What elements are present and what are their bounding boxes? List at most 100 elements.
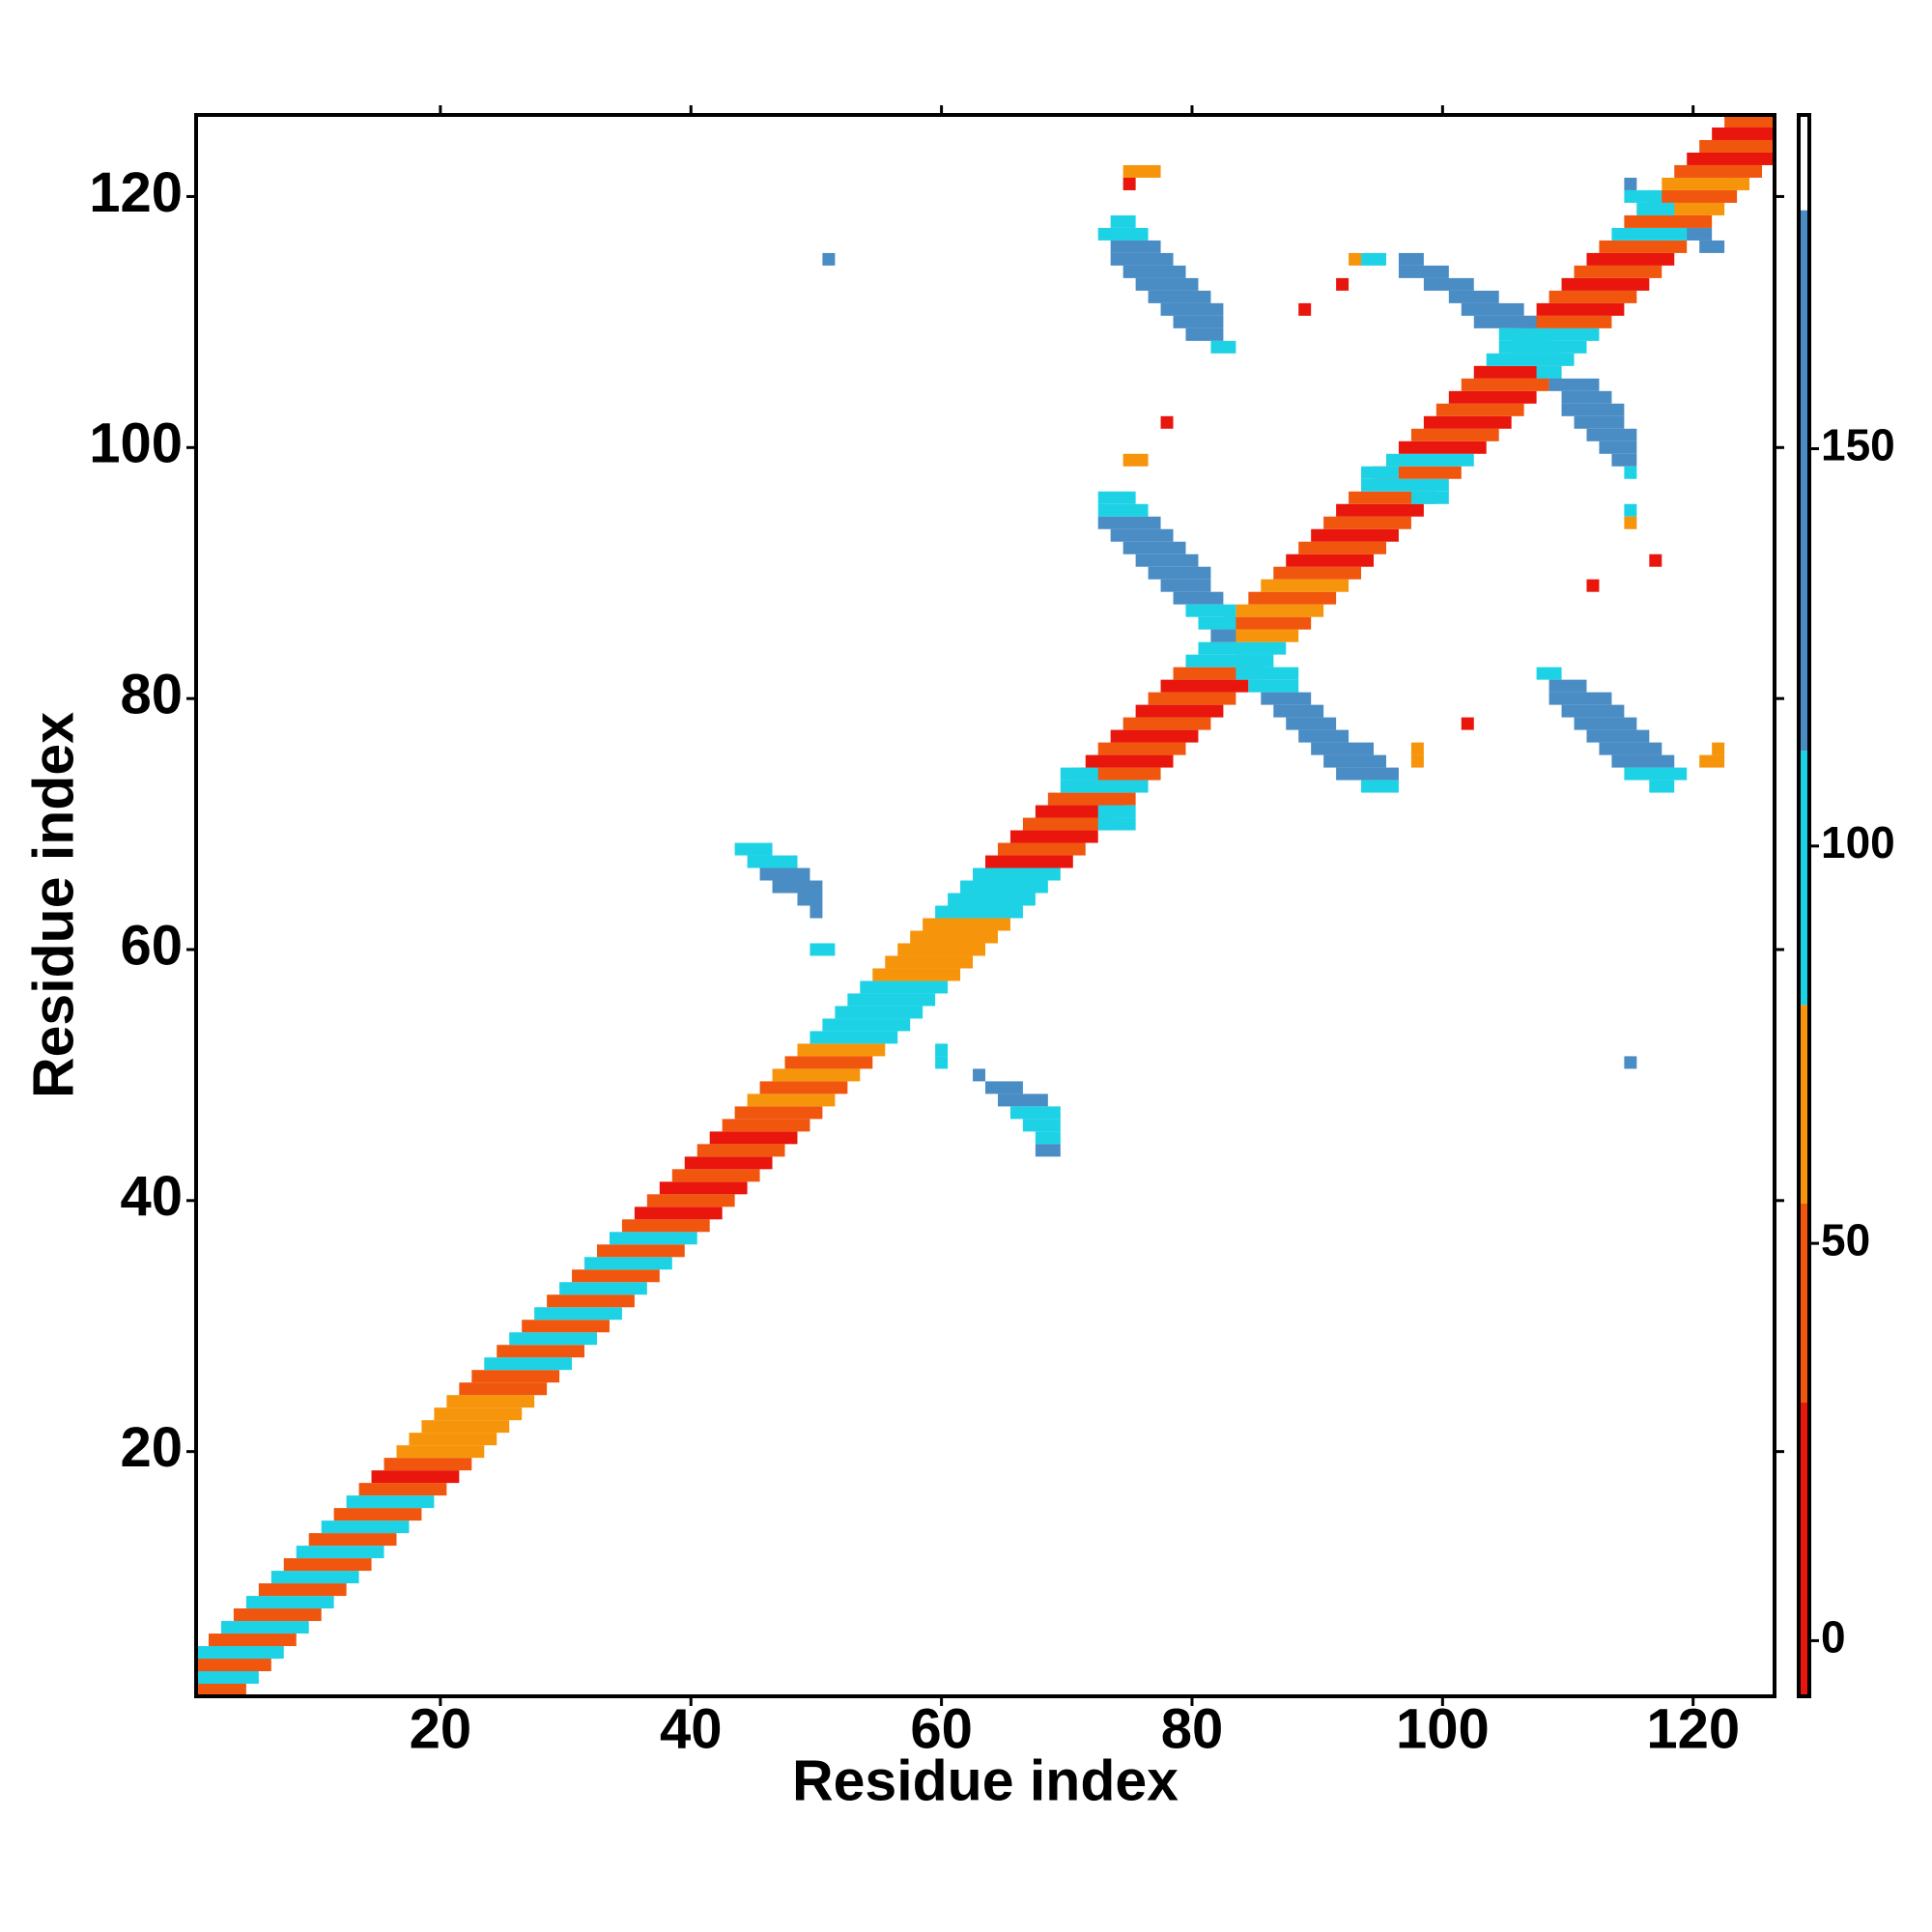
cell xyxy=(396,1445,485,1459)
cell xyxy=(1398,265,1449,278)
cell xyxy=(471,1370,560,1383)
cell xyxy=(1410,428,1499,441)
cell xyxy=(709,1131,798,1145)
cell xyxy=(973,1068,985,1082)
cell xyxy=(1461,378,1549,391)
cell xyxy=(547,1294,635,1308)
cell xyxy=(1712,127,1775,140)
cell xyxy=(1248,591,1337,605)
cell xyxy=(596,1244,685,1258)
cell xyxy=(960,880,1048,894)
cell xyxy=(1298,729,1350,743)
cell xyxy=(233,1608,322,1622)
cell xyxy=(1210,629,1236,642)
cell xyxy=(1323,516,1411,529)
cell xyxy=(1361,466,1399,479)
cell xyxy=(948,893,1036,906)
cell xyxy=(1110,240,1161,253)
cell xyxy=(935,1056,949,1069)
cell xyxy=(1461,717,1474,730)
cell xyxy=(1060,780,1149,793)
cell xyxy=(1624,516,1637,529)
cell xyxy=(1636,202,1675,215)
cell xyxy=(1286,717,1337,730)
cell xyxy=(772,1068,861,1082)
cell xyxy=(1548,679,1587,693)
cell xyxy=(346,1495,435,1509)
x-tick-label: 20 xyxy=(410,1697,472,1760)
cell xyxy=(1624,214,1713,228)
cell xyxy=(1148,566,1211,580)
colorbar-segment xyxy=(1799,751,1809,1006)
cell xyxy=(1122,453,1149,467)
colorbar-segment xyxy=(1799,1402,1809,1696)
x-tick-label: 40 xyxy=(660,1697,723,1760)
cell xyxy=(810,1031,898,1044)
cell xyxy=(1561,390,1612,404)
cell xyxy=(384,1458,472,1471)
x-tick-label: 100 xyxy=(1396,1697,1490,1760)
cell xyxy=(1047,792,1136,806)
cell xyxy=(646,1194,735,1208)
x-tick-label: 60 xyxy=(910,1697,973,1760)
cell xyxy=(1599,742,1662,755)
cell xyxy=(409,1433,497,1446)
cell xyxy=(1110,528,1174,542)
cell xyxy=(1523,315,1612,328)
cell xyxy=(1160,579,1211,592)
cell xyxy=(1160,679,1249,693)
cell xyxy=(696,1144,785,1157)
cell xyxy=(1687,227,1713,241)
cell xyxy=(784,1056,873,1069)
cell xyxy=(1611,453,1637,467)
cell xyxy=(835,1006,923,1019)
cell xyxy=(1060,767,1098,781)
cell xyxy=(985,855,1073,868)
cell xyxy=(734,842,773,856)
cell xyxy=(1185,327,1224,341)
cell xyxy=(1548,378,1600,391)
cell xyxy=(1461,302,1524,316)
cell xyxy=(1336,503,1424,517)
cell xyxy=(822,1018,911,1032)
cell xyxy=(371,1470,460,1484)
cell xyxy=(747,855,798,868)
cell xyxy=(973,867,1061,881)
cell xyxy=(1198,641,1287,655)
cell xyxy=(321,1520,410,1534)
cell xyxy=(270,1571,359,1584)
cell xyxy=(634,1207,723,1220)
cell xyxy=(1173,315,1224,328)
y-tick-label: 40 xyxy=(120,1165,183,1228)
cell xyxy=(1699,754,1725,768)
cell xyxy=(1361,780,1399,793)
cell xyxy=(196,1659,271,1672)
cell xyxy=(1398,252,1424,266)
cell xyxy=(1022,1119,1061,1132)
cell xyxy=(759,1081,848,1094)
cell xyxy=(333,1508,422,1521)
cell xyxy=(1486,353,1575,366)
cell xyxy=(1624,503,1637,517)
colorbar-segment xyxy=(1799,210,1809,752)
cell xyxy=(1311,742,1375,755)
cell xyxy=(1135,277,1199,291)
x-tick-label: 120 xyxy=(1646,1697,1740,1760)
cell xyxy=(1435,403,1524,416)
cell xyxy=(1611,754,1675,768)
colorbar-tick-label: 0 xyxy=(1821,1612,1846,1662)
y-tick-label: 120 xyxy=(89,161,183,224)
cell xyxy=(1624,767,1688,781)
cell xyxy=(1624,466,1637,479)
cell xyxy=(1323,754,1386,768)
cell xyxy=(1611,227,1700,241)
colorbar-frame xyxy=(1797,113,1811,1698)
plot-frame xyxy=(194,113,1776,1698)
cell xyxy=(196,1646,284,1660)
cell xyxy=(1261,692,1312,705)
cell xyxy=(196,1684,246,1696)
cell xyxy=(897,943,985,956)
cell xyxy=(1122,541,1186,554)
cell xyxy=(1624,1056,1637,1069)
